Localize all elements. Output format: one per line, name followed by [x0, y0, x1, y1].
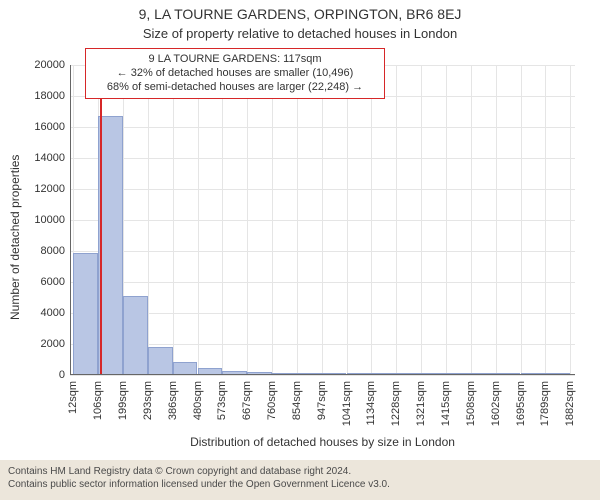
xtick-label: 293sqm [142, 381, 154, 420]
xtick-label: 1228sqm [390, 381, 402, 426]
chart-title-sub: Size of property relative to detached ho… [0, 26, 600, 41]
gridline-v [272, 65, 273, 375]
gridline-h [70, 375, 575, 376]
ytick-label: 4000 [20, 307, 65, 319]
callout-line-1: 9 LA TOURNE GARDENS: 117sqm [92, 53, 378, 67]
xtick-label: 386sqm [167, 381, 179, 420]
chart-title-main: 9, LA TOURNE GARDENS, ORPINGTON, BR6 8EJ [0, 6, 600, 22]
y-axis-line [70, 65, 71, 375]
gridline-v [198, 65, 199, 375]
footer-line-2: Contains public sector information licen… [8, 479, 592, 492]
xtick-label: 573sqm [216, 381, 228, 420]
gridline-v [471, 65, 472, 375]
gridline-v [322, 65, 323, 375]
ytick-label: 18000 [20, 90, 65, 102]
gridline-v [570, 65, 571, 375]
footer-line-1: Contains HM Land Registry data © Crown c… [8, 466, 592, 479]
property-marker-line [100, 65, 102, 375]
xtick-label: 1695sqm [515, 381, 527, 426]
gridline-v [148, 65, 149, 375]
gridline-v [347, 65, 348, 375]
ytick-label: 2000 [20, 338, 65, 350]
gridline-v [521, 65, 522, 375]
xtick-label: 854sqm [291, 381, 303, 420]
xtick-label: 480sqm [192, 381, 204, 420]
xtick-label: 1415sqm [440, 381, 452, 426]
ytick-label: 20000 [20, 59, 65, 71]
y-axis-label: Number of detached properties [8, 155, 22, 320]
xtick-label: 667sqm [241, 381, 253, 420]
gridline-v [297, 65, 298, 375]
histogram-bar [123, 296, 148, 375]
x-axis-label: Distribution of detached houses by size … [70, 435, 575, 449]
ytick-label: 16000 [20, 121, 65, 133]
attribution-footer: Contains HM Land Registry data © Crown c… [0, 460, 600, 500]
callout-line-2: ← 32% of detached houses are smaller (10… [92, 67, 378, 81]
gridline-v [371, 65, 372, 375]
gridline-v [421, 65, 422, 375]
ytick-label: 12000 [20, 183, 65, 195]
gridline-v [396, 65, 397, 375]
xtick-label: 199sqm [117, 381, 129, 420]
xtick-label: 1789sqm [539, 381, 551, 426]
xtick-label: 106sqm [92, 381, 104, 420]
xtick-label: 12sqm [67, 381, 79, 414]
xtick-label: 1882sqm [564, 381, 576, 426]
histogram-bar [73, 253, 98, 375]
gridline-v [247, 65, 248, 375]
xtick-label: 1041sqm [341, 381, 353, 426]
histogram-chart: 9, LA TOURNE GARDENS, ORPINGTON, BR6 8EJ… [0, 0, 600, 500]
gridline-v [173, 65, 174, 375]
x-axis-line [70, 374, 575, 375]
gridline-v [446, 65, 447, 375]
xtick-label: 1321sqm [415, 381, 427, 426]
xtick-label: 1508sqm [465, 381, 477, 426]
xtick-label: 947sqm [316, 381, 328, 420]
gridline-v [545, 65, 546, 375]
xtick-label: 1602sqm [490, 381, 502, 426]
ytick-label: 0 [20, 369, 65, 381]
callout-line-3: 68% of semi-detached houses are larger (… [92, 81, 378, 95]
histogram-bar [148, 347, 173, 375]
gridline-v [222, 65, 223, 375]
gridline-v [496, 65, 497, 375]
property-callout: 9 LA TOURNE GARDENS: 117sqm ← 32% of det… [85, 48, 385, 99]
ytick-label: 6000 [20, 276, 65, 288]
ytick-label: 14000 [20, 152, 65, 164]
ytick-label: 10000 [20, 214, 65, 226]
ytick-label: 8000 [20, 245, 65, 257]
plot-area [70, 65, 575, 375]
xtick-label: 1134sqm [365, 381, 377, 425]
xtick-label: 760sqm [266, 381, 278, 420]
